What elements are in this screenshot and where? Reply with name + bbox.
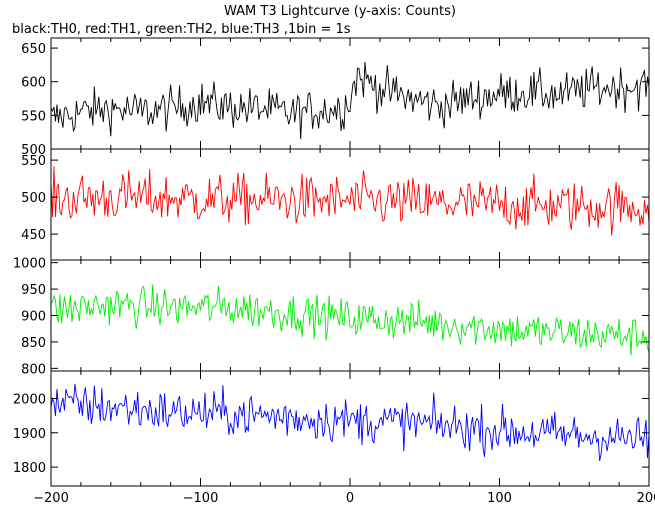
chart-subtitle: black:TH0, red:TH1, green:TH2, blue:TH3 … <box>12 22 351 37</box>
panels: 5005506006504505005508008509009501000180… <box>13 37 655 505</box>
y-tick-label: 1000 <box>13 257 46 272</box>
x-tick-label: −200 <box>33 491 69 505</box>
y-tick-label: 500 <box>21 191 46 206</box>
y-tick-label: 550 <box>21 154 46 169</box>
y-tick-label: 600 <box>21 76 46 91</box>
panel-frame <box>50 259 650 372</box>
y-tick-label: 850 <box>21 336 46 351</box>
panel-frame <box>50 37 650 150</box>
series-th1 <box>51 166 649 236</box>
y-tick-label: 550 <box>21 109 46 124</box>
panel-th3: 1800 1900 2000 <box>13 370 650 487</box>
y-tick-label: 800 <box>21 362 46 377</box>
panel-th1: 450 500 550 <box>21 148 650 261</box>
series-th0 <box>51 61 649 140</box>
panel-frame <box>50 370 650 487</box>
x-tick-label: 0 <box>346 491 354 505</box>
y-tick-label: 650 <box>21 42 46 57</box>
series-th3 <box>51 383 649 462</box>
chart-title: WAM T3 Lightcurve (y-axis: Counts) <box>224 4 456 19</box>
series-th2 <box>51 284 649 356</box>
y-tick-label: 1900 <box>13 427 46 442</box>
panel-th2: 800 850 900 950 1000 <box>13 257 650 377</box>
y-tick-label: 2000 <box>13 392 46 407</box>
x-tick-label: 100 <box>487 491 512 505</box>
y-tick-label: 900 <box>21 310 46 325</box>
y-tick-label: 450 <box>21 228 46 243</box>
y-tick-label: 1800 <box>13 461 46 476</box>
panel-th0: 500 550 600 650 <box>21 37 650 158</box>
x-tick-label: −100 <box>183 491 219 505</box>
y-tick-label: 500 <box>21 143 46 158</box>
x-tick-label: 200 <box>637 491 655 505</box>
y-tick-label: 950 <box>21 283 46 298</box>
